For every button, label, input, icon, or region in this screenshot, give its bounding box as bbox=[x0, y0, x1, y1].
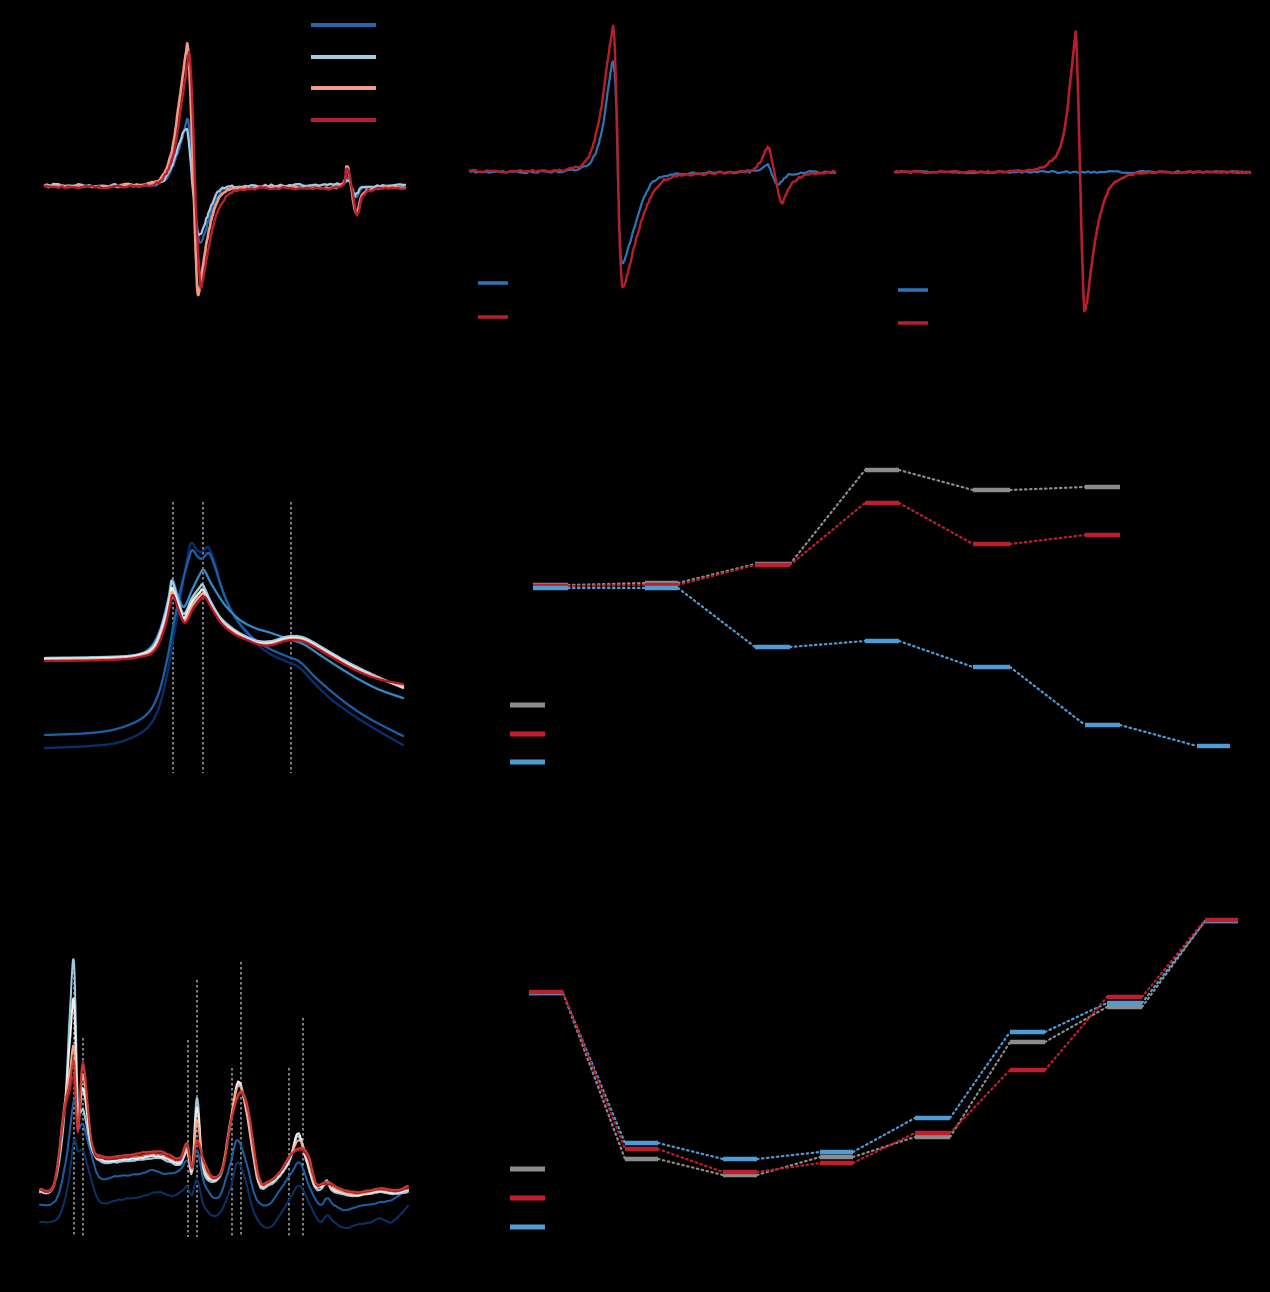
navy-trace bbox=[39, 1138, 409, 1230]
red-levels bbox=[529, 917, 1238, 1175]
panel-epr-four-traces bbox=[43, 23, 407, 297]
level-connector bbox=[788, 639, 867, 649]
level-connector bbox=[788, 501, 867, 567]
level-connector bbox=[1043, 1005, 1109, 1044]
level-connector bbox=[755, 1150, 822, 1161]
panel-energy-levels-upper-legend bbox=[510, 702, 545, 765]
level-connector bbox=[788, 468, 867, 566]
level-connector bbox=[1140, 918, 1207, 999]
level-connector bbox=[948, 1068, 1012, 1135]
level-connector bbox=[948, 1040, 1012, 1139]
panel-epr-two-traces bbox=[468, 24, 837, 319]
navy-trace bbox=[43, 541, 405, 750]
panel-epr-two-traces-legend bbox=[478, 281, 508, 319]
red-trace bbox=[468, 24, 837, 289]
level-connector bbox=[676, 563, 757, 587]
dark-red-trace bbox=[43, 50, 407, 290]
level-connector bbox=[656, 1147, 725, 1174]
level-connector bbox=[1043, 995, 1109, 1072]
level-connector bbox=[851, 1116, 917, 1154]
level-connector bbox=[755, 1155, 822, 1177]
level-connector bbox=[1118, 723, 1199, 748]
panel-energy-levels-lower-legend bbox=[510, 1166, 545, 1230]
level-connector bbox=[897, 639, 975, 669]
level-connector bbox=[656, 1141, 725, 1161]
panel-energy-levels-upper bbox=[510, 467, 1230, 765]
level-connector bbox=[1140, 919, 1207, 1005]
level-connector bbox=[1008, 665, 1087, 727]
level-connector bbox=[566, 583, 647, 588]
level-connector bbox=[1008, 485, 1087, 492]
panel-xas-multicurve bbox=[43, 502, 405, 773]
red-sharp-trace bbox=[893, 30, 1252, 313]
panel-epr-simulation bbox=[893, 30, 1252, 325]
blue-levels bbox=[533, 585, 1230, 749]
salmon-trace bbox=[43, 41, 407, 297]
level-connector bbox=[851, 1131, 917, 1165]
level-connector bbox=[676, 586, 757, 649]
level-connector bbox=[948, 1030, 1012, 1120]
panel-xrd-multicurve bbox=[39, 958, 409, 1237]
dark-blue-trace bbox=[43, 548, 405, 738]
panel-epr-simulation-legend bbox=[898, 288, 928, 325]
panel-epr-four-traces-legend bbox=[311, 23, 376, 122]
red-trace bbox=[39, 1058, 409, 1194]
level-connector bbox=[1008, 533, 1087, 546]
red-trace bbox=[43, 593, 405, 686]
level-connector bbox=[656, 1157, 725, 1177]
level-connector bbox=[566, 581, 647, 587]
level-connector bbox=[676, 562, 757, 585]
level-connector bbox=[897, 501, 975, 546]
level-connector bbox=[755, 1161, 822, 1174]
level-connector bbox=[561, 990, 627, 1151]
panel-energy-levels-lower bbox=[510, 917, 1238, 1230]
